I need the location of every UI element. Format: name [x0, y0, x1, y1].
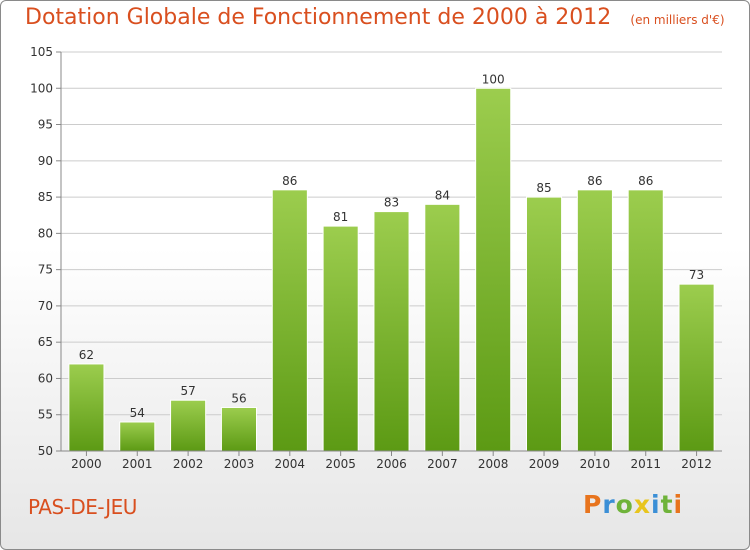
bar-value-label: 81 — [333, 210, 348, 224]
bar-2011 — [627, 189, 664, 452]
bar-value-label: 86 — [587, 174, 602, 188]
x-tick-label: 2001 — [122, 457, 153, 471]
y-tick-label: 65 — [38, 335, 53, 349]
y-tick-label: 60 — [38, 371, 53, 385]
y-tick-label: 105 — [30, 45, 53, 59]
x-tick-label: 2003 — [224, 457, 255, 471]
y-tick-label: 70 — [38, 299, 53, 313]
axes — [56, 51, 722, 456]
labels: 50 55 60 65 70 75 80 85 90 95 100 105 62 2000 54 2001 57… — [30, 45, 712, 471]
bar-2009 — [525, 196, 563, 452]
bar-2008 — [475, 87, 512, 452]
x-tick-label: 2008 — [478, 457, 509, 471]
chart-unit-note: (en milliers d'€) — [630, 13, 725, 27]
bar-2010 — [576, 189, 613, 452]
bar-2001 — [119, 421, 156, 452]
bar-2012 — [678, 283, 715, 452]
x-tick-label: 2011 — [630, 457, 661, 471]
bar-2005 — [322, 225, 359, 452]
chart-title-text: Dotation Globale de Fonctionnement de 20… — [25, 5, 612, 30]
bar-value-label: 83 — [384, 196, 399, 210]
commune-name: PAS-DE-JEU — [28, 495, 137, 519]
bar-value-label: 56 — [231, 391, 246, 405]
bar-2000 — [68, 363, 105, 452]
x-tick-label: 2010 — [580, 457, 611, 471]
y-tick-label: 90 — [38, 154, 53, 168]
y-tick-label: 85 — [38, 190, 53, 204]
x-tick-label: 2002 — [173, 457, 204, 471]
x-tick-label: 2006 — [376, 457, 407, 471]
bar-2007 — [424, 203, 461, 452]
bars — [68, 87, 715, 452]
proxiti-logo[interactable]: Proxiti — [583, 490, 683, 519]
logo-letter: i — [673, 490, 684, 519]
bar-value-label: 100 — [482, 72, 505, 86]
bar-2002 — [170, 399, 207, 452]
x-tick-label: 2000 — [71, 457, 102, 471]
bar-value-label: 84 — [435, 188, 450, 202]
x-tick-label: 2007 — [427, 457, 458, 471]
bar-value-label: 86 — [282, 174, 297, 188]
bar-value-label: 62 — [79, 348, 94, 362]
bar-value-label: 57 — [180, 384, 195, 398]
y-tick-label: 75 — [38, 263, 53, 277]
chart-title: Dotation Globale de Fonctionnement de 20… — [25, 5, 725, 30]
logo-letter: t — [660, 490, 674, 519]
bar-2004 — [271, 189, 308, 452]
logo-letter: i — [651, 490, 661, 519]
logo-letter: x — [633, 490, 651, 519]
y-tick-label: 95 — [38, 118, 53, 132]
bar-value-label: 54 — [130, 406, 145, 420]
y-tick-label: 50 — [38, 444, 53, 458]
x-tick-label: 2009 — [529, 457, 560, 471]
y-tick-label: 55 — [38, 408, 53, 422]
bar-value-label: 86 — [638, 174, 653, 188]
logo-letter: o — [615, 490, 634, 519]
bar-2006 — [373, 211, 410, 452]
y-tick-label: 100 — [30, 81, 53, 95]
x-tick-label: 2004 — [275, 457, 306, 471]
bar-value-label: 85 — [536, 181, 551, 195]
bar-2003 — [220, 406, 258, 452]
bar-value-label: 73 — [689, 268, 704, 282]
logo-letter: P — [583, 490, 603, 519]
x-tick-label: 2012 — [681, 457, 712, 471]
y-tick-label: 80 — [38, 226, 53, 240]
x-tick-label: 2005 — [325, 457, 356, 471]
logo-letter: r — [602, 490, 616, 519]
